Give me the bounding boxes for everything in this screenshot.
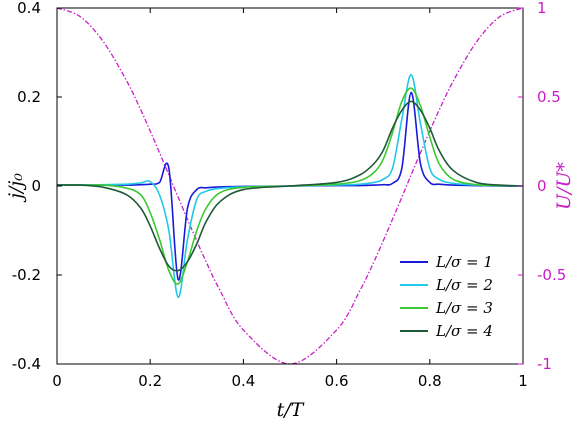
legend-label: L/σ = 2: [435, 276, 493, 294]
axis-ticks: [56, 7, 524, 365]
y-tick-label-left: -0.4: [12, 355, 41, 373]
series-line-potential: [56, 7, 524, 365]
x-tick-label: 0: [52, 372, 62, 390]
x-tick-label: 1: [518, 372, 528, 390]
tick-labels: 0 0.2 0.4 0.6 0.8 1 -0.4 -0.2 0 0.2 0.4 -1 -0.5 0 0.5 1: [12, 0, 567, 390]
x-tick-label: 0.8: [418, 372, 442, 390]
legend: L/σ = 1 L/σ = 2 L/σ = 3 L/σ = 4: [400, 253, 493, 340]
y-tick-label-left: 0.4: [17, 0, 41, 17]
y-tick-label-left: 0.2: [17, 88, 41, 106]
x-tick-label: 0.6: [325, 372, 349, 390]
y-tick-label-left: 0: [31, 177, 41, 195]
x-axis-label: t/T: [277, 399, 305, 421]
series-line-l-sigma-4: [56, 100, 524, 272]
plot-curves: [56, 7, 524, 365]
legend-label: L/σ = 4: [435, 322, 493, 340]
y-axis-label-right: U/U*: [553, 162, 575, 210]
x-tick-label: 0.2: [138, 372, 162, 390]
y-tick-label-right: -1: [537, 355, 552, 373]
x-tick-label: 0.4: [231, 372, 255, 390]
y-axis-label-left: j/j₀: [5, 173, 27, 203]
legend-label: L/σ = 1: [435, 253, 493, 271]
y-tick-label-right: 0.5: [537, 88, 561, 106]
y-tick-label-right: 1: [537, 0, 547, 17]
y-tick-label-right: -0.5: [537, 266, 566, 284]
y-tick-label-right: 0: [537, 177, 547, 195]
legend-label: L/σ = 3: [435, 299, 493, 317]
y-tick-label-left: -0.2: [12, 266, 41, 284]
